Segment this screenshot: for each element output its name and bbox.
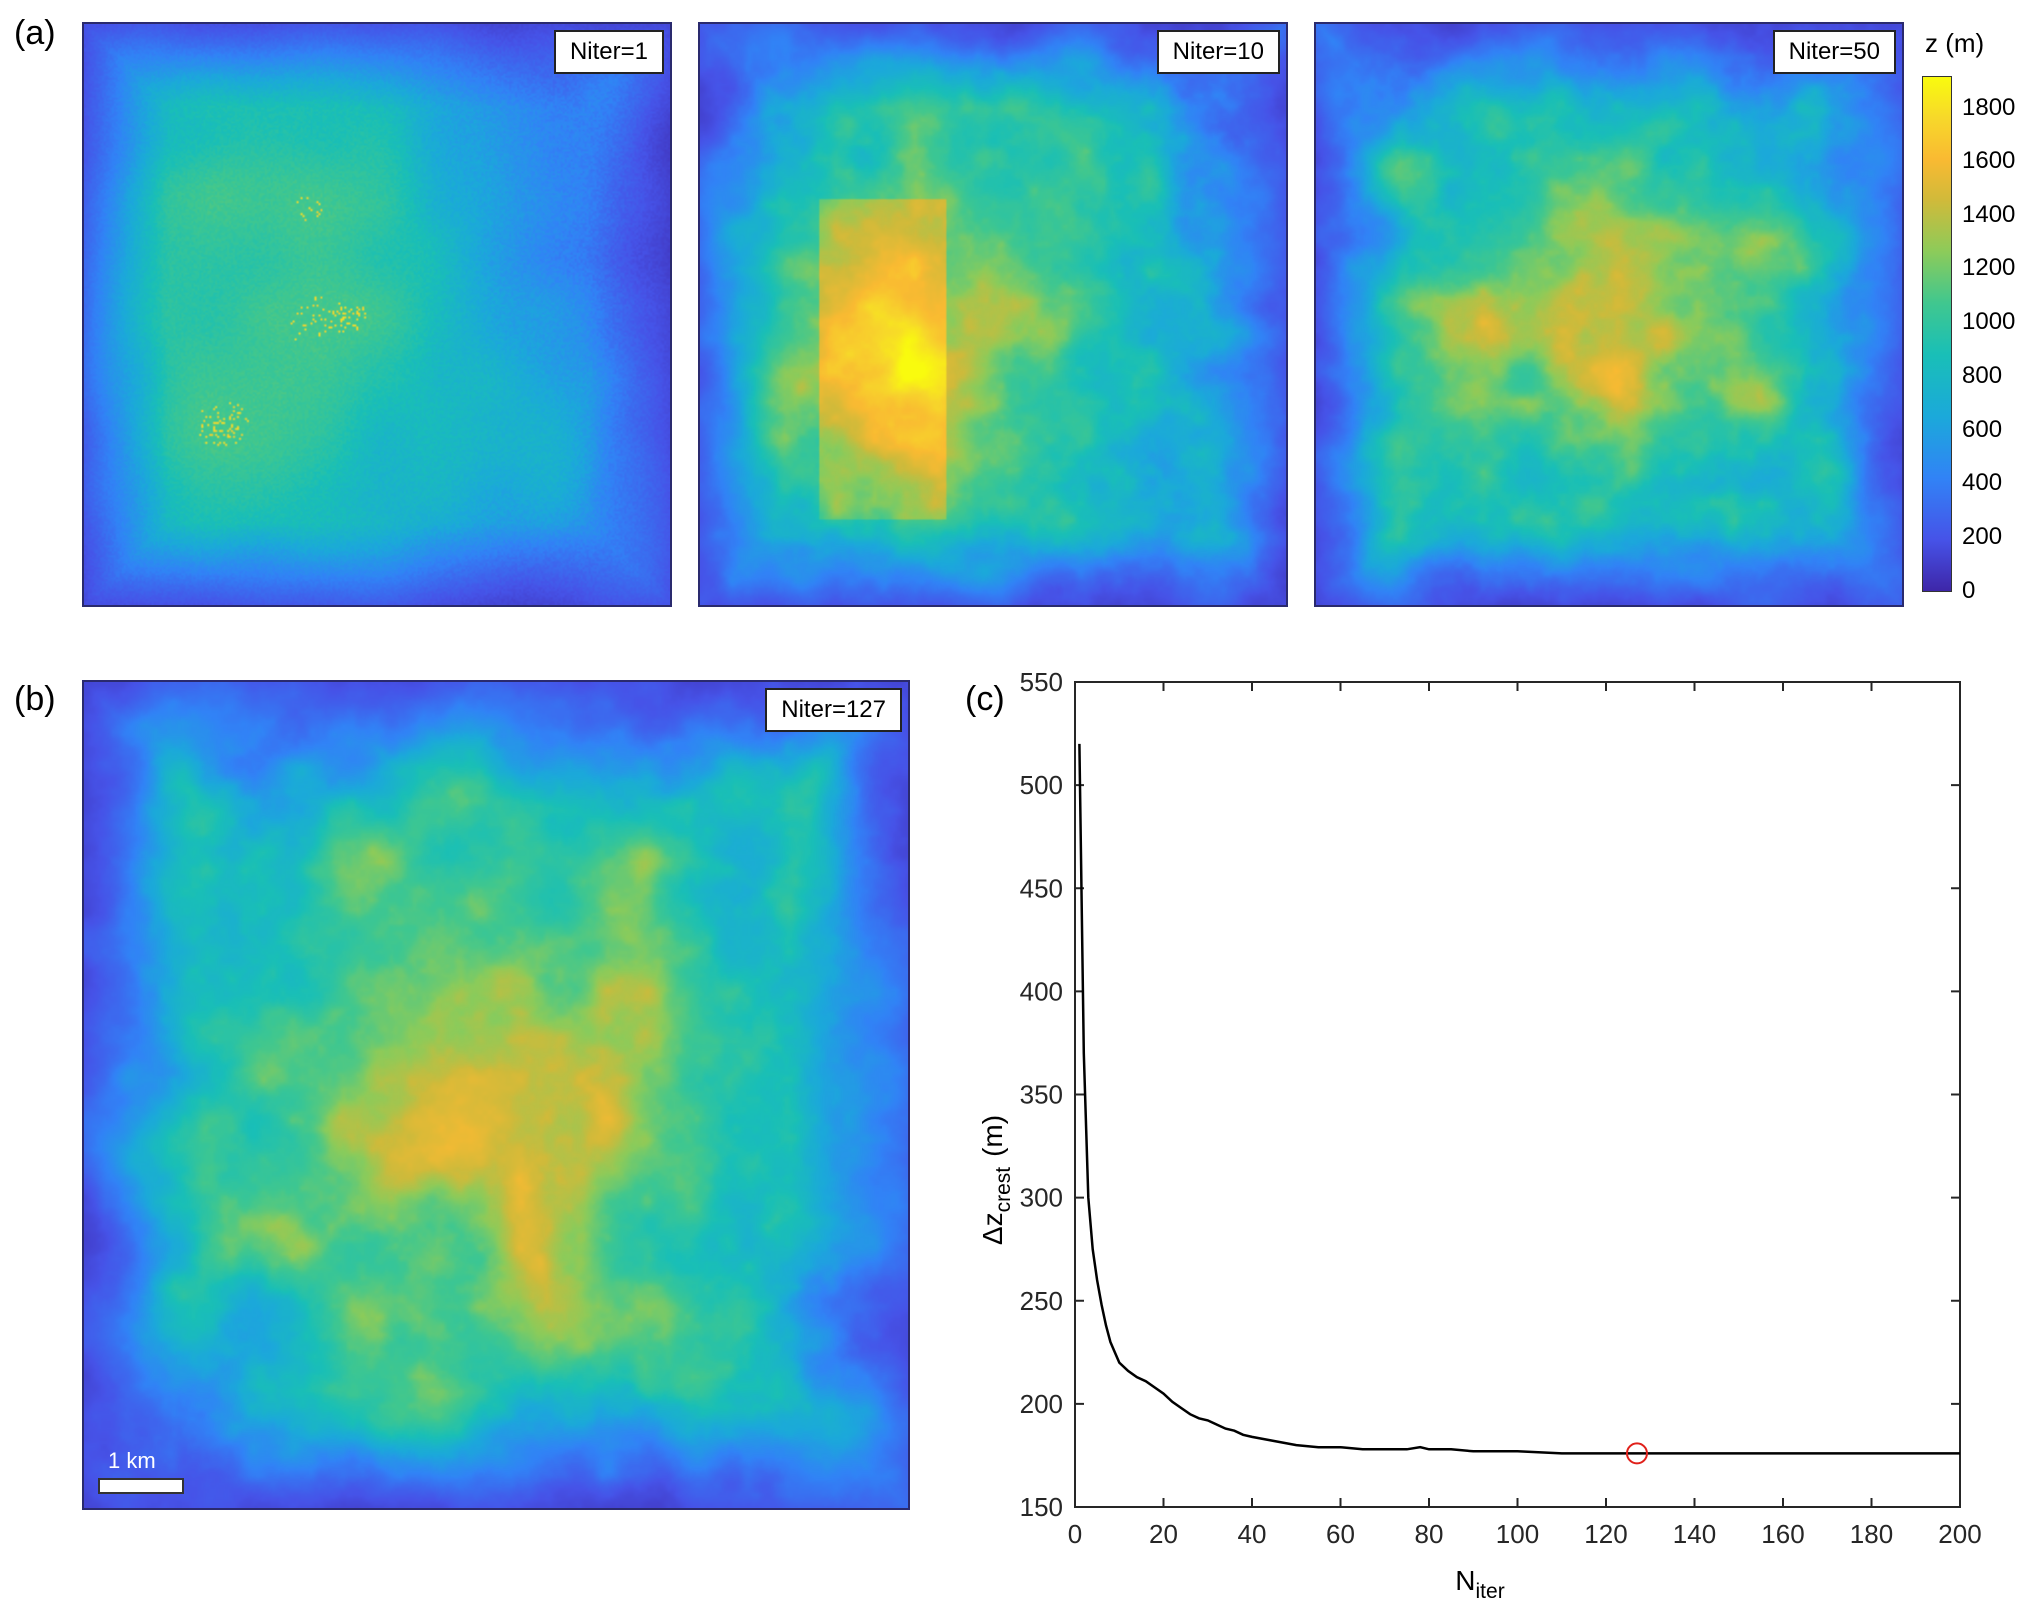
x-tick-label: 40 [1238, 1519, 1267, 1549]
y-tick-label: 150 [1020, 1492, 1063, 1522]
x-tick-label: 20 [1149, 1519, 1178, 1549]
x-tick-label: 60 [1326, 1519, 1355, 1549]
x-tick-label: 120 [1584, 1519, 1627, 1549]
elevation-map [84, 682, 908, 1508]
scale-bar-label: 1 km [108, 1448, 156, 1473]
colorbar-tick: 600 [1962, 416, 2003, 443]
map-niter-127: Niter=127 [82, 680, 910, 1510]
colorbar-tick: 1800 [1962, 94, 2016, 121]
y-tick-label: 250 [1020, 1286, 1063, 1316]
elevation-map [84, 24, 670, 605]
panel-c-letter: (c) [965, 680, 1005, 718]
colorbar-tick: 0 [1962, 577, 1976, 604]
colorbar-title: z (m) [1925, 28, 1985, 58]
colorbar-tick: 400 [1962, 469, 2003, 496]
map-niter-50: Niter=50 [1314, 22, 1904, 607]
convergence-chart: 0 20 40 60 80 100 120 140 160 180 200 150 200 250 300 3… [977, 667, 1982, 1603]
highlight-marker [1625, 1442, 1648, 1465]
x-tick-label: 200 [1938, 1519, 1981, 1549]
iteration-label: Niter=50 [1772, 30, 1896, 74]
iteration-label: Niter=1 [553, 30, 664, 74]
y-tick-label: 400 [1020, 976, 1063, 1006]
y-tick-label: 350 [1020, 1080, 1063, 1110]
colorbar-tick: 1400 [1962, 201, 2016, 228]
map-niter-1: Niter=1 [82, 22, 672, 607]
series-line [1078, 743, 1960, 1455]
iteration-label: Niter=127 [765, 688, 902, 732]
y-tick-label: 450 [1020, 873, 1063, 903]
plot-frame [1074, 681, 1961, 1508]
elevation-map [700, 24, 1286, 605]
colorbar-tick: 1200 [1962, 254, 2016, 281]
x-tick-label: 160 [1761, 1519, 1804, 1549]
iteration-label: Niter=10 [1156, 30, 1280, 74]
x-tick-label: 100 [1496, 1519, 1539, 1549]
x-tick-label: 0 [1068, 1519, 1082, 1549]
map-niter-10: Niter=10 [698, 22, 1288, 607]
colorbar-tick: 800 [1962, 362, 2003, 389]
y-tick-label: 300 [1020, 1183, 1063, 1213]
x-axis-label: Niter [1455, 1565, 1504, 1603]
y-axis-label: Δzcrest(m) [977, 1115, 1015, 1245]
elevation-map [1316, 24, 1902, 605]
colorbar-tick: 200 [1962, 523, 2003, 550]
y-tick-label: 200 [1020, 1389, 1063, 1419]
colorbar-tick: 1600 [1962, 147, 2016, 174]
x-tick-label: 140 [1673, 1519, 1716, 1549]
y-tick-label: 500 [1020, 770, 1063, 800]
colorbar-tick: 1000 [1962, 308, 2016, 335]
x-tick-label: 180 [1850, 1519, 1893, 1549]
x-tick-label: 80 [1415, 1519, 1444, 1549]
y-tick-label: 550 [1020, 667, 1063, 697]
scale-bar [98, 1478, 184, 1494]
panel-b-letter: (b) [14, 680, 56, 718]
colorbar [1922, 76, 1952, 592]
panel-a-letter: (a) [14, 14, 56, 52]
